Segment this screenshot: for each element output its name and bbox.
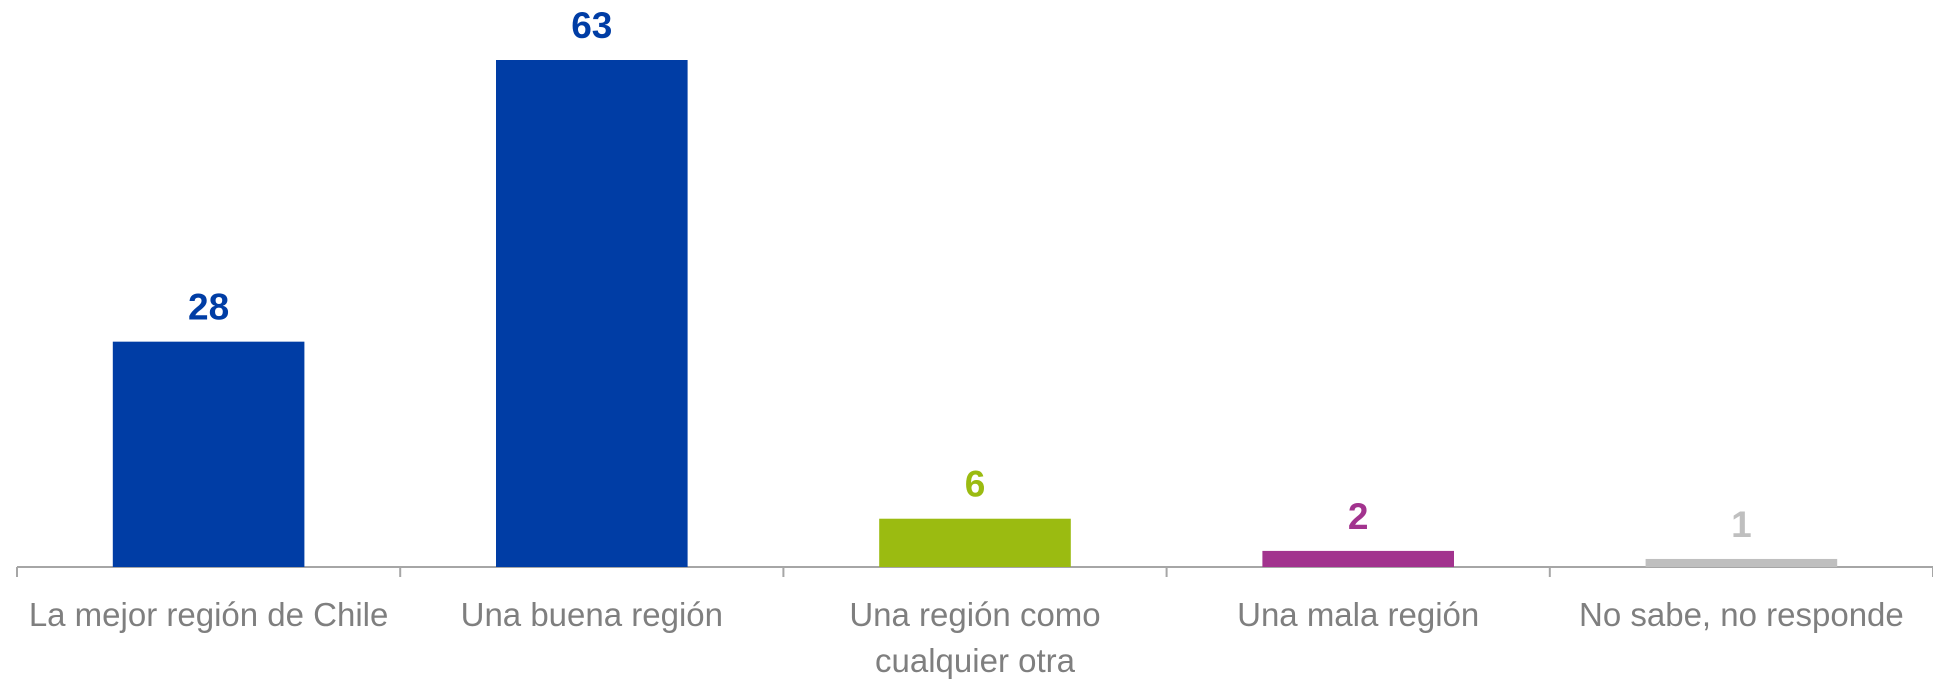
- bar: [879, 518, 1071, 567]
- bar: [496, 60, 688, 567]
- value-label: 63: [571, 5, 612, 46]
- x-tick-label: Una mala región: [1237, 596, 1480, 633]
- value-label: 2: [1348, 496, 1369, 537]
- x-tick-label: No sabe, no responde: [1579, 596, 1904, 633]
- bar: [112, 341, 305, 567]
- value-label: 6: [965, 464, 986, 505]
- bar: [1645, 558, 1838, 567]
- value-label: 28: [188, 287, 229, 328]
- x-tick-label: Una buena región: [460, 596, 723, 633]
- value-label: 1: [1731, 504, 1752, 545]
- bar: [1262, 550, 1454, 567]
- x-tick-label: La mejor región de Chile: [28, 596, 389, 633]
- x-tick-label: Una región como cualquier otra: [849, 596, 1101, 679]
